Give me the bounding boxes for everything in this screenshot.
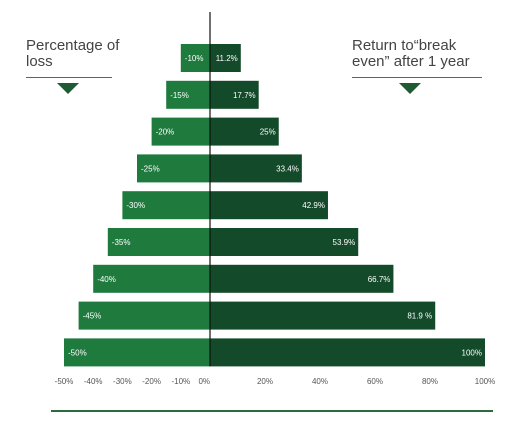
- loss-data-label: -25%: [141, 164, 160, 173]
- right-axis-tick-label: 60%: [367, 377, 383, 386]
- left-axis-tick-label: -40%: [84, 377, 103, 386]
- loss-data-label: -45%: [83, 312, 102, 321]
- gain-bar: [210, 191, 328, 220]
- gain-bar: [210, 44, 241, 72]
- gain-bar: [210, 117, 279, 146]
- left-axis-tick-label: -10%: [171, 377, 190, 386]
- loss-bar: [137, 154, 210, 183]
- left-down-triangle-icon: [57, 83, 79, 94]
- loss-data-label: -15%: [170, 91, 189, 100]
- right-axis-tick-label: 20%: [257, 377, 273, 386]
- gain-bar: [210, 264, 394, 293]
- loss-data-label: -50%: [68, 348, 87, 357]
- loss-bar: [78, 301, 210, 330]
- gain-bar: [210, 154, 302, 183]
- gain-bar: [210, 80, 259, 109]
- gain-data-label: 42.9%: [302, 201, 325, 210]
- right-axis-tick-label: 80%: [422, 377, 438, 386]
- loss-bar: [180, 44, 210, 72]
- right-axis-tick-label: 100%: [475, 377, 495, 386]
- left-axis-tick-label: -50%: [55, 377, 74, 386]
- gain-bar: [210, 228, 359, 256]
- left-axis-tick-label: -20%: [142, 377, 161, 386]
- left-axis-tick-label: -30%: [113, 377, 132, 386]
- loss-data-label: -10%: [185, 54, 204, 63]
- loss-bar: [64, 338, 210, 367]
- right-axis-tick-label: 40%: [312, 377, 328, 386]
- loss-bar: [122, 191, 210, 220]
- gain-data-label: 25%: [260, 128, 276, 137]
- left-axis-tick-label: 0%: [198, 377, 210, 386]
- gain-bar: [210, 338, 485, 367]
- loss-data-label: -40%: [97, 275, 116, 284]
- loss-bar: [107, 228, 210, 256]
- bottom-rule: [51, 410, 493, 412]
- loss-bar: [166, 80, 210, 109]
- loss-bar: [151, 117, 210, 146]
- loss-data-label: -35%: [112, 238, 131, 247]
- gain-data-label: 81.9 %: [407, 312, 432, 321]
- right-down-triangle-icon: [399, 83, 421, 94]
- gain-data-label: 53.9%: [333, 238, 356, 247]
- gain-bar: [210, 301, 436, 330]
- gain-data-label: 100%: [462, 348, 482, 357]
- right-heading: Return to“break even” after 1 year: [352, 37, 470, 70]
- gain-data-label: 11.2%: [216, 54, 238, 63]
- loss-data-label: -30%: [126, 201, 145, 210]
- left-heading: Percentage of loss: [26, 37, 120, 70]
- gain-data-label: 17.7%: [233, 91, 256, 100]
- gain-data-label: 66.7%: [368, 275, 391, 284]
- right-heading-rule: [352, 77, 482, 78]
- loss-data-label: -20%: [156, 128, 175, 137]
- loss-bar: [93, 264, 210, 293]
- gain-data-label: 33.4%: [276, 164, 299, 173]
- left-heading-rule: [26, 77, 112, 78]
